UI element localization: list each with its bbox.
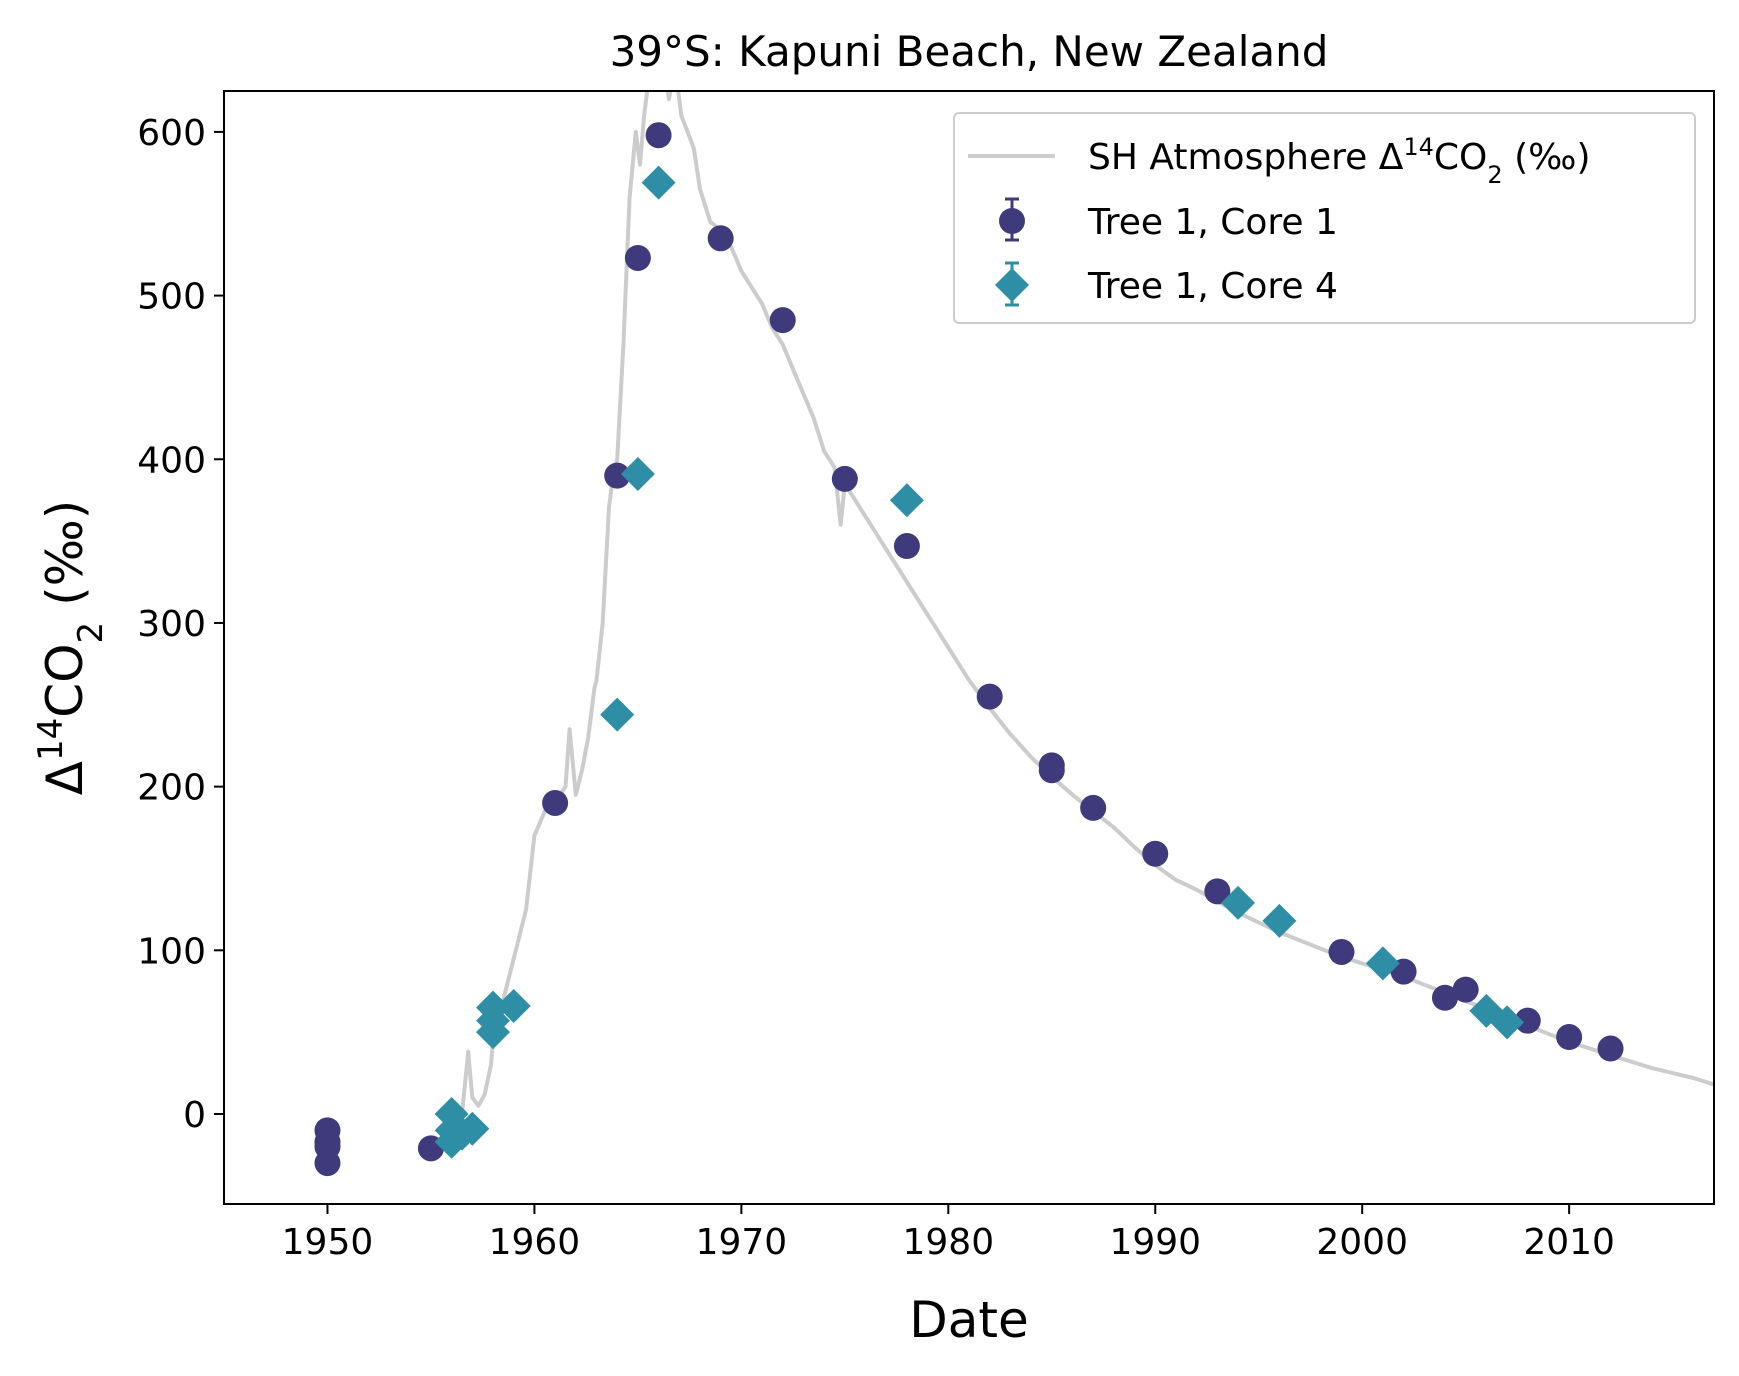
core1-point: [1038, 757, 1065, 784]
core1-point: [314, 1150, 341, 1177]
legend-circle-marker: [999, 208, 1025, 234]
x-tick-label: 2010: [1523, 1222, 1615, 1263]
core4-point: [1490, 1005, 1525, 1040]
legend-label-core1: Tree 1, Core 1: [1087, 202, 1338, 243]
x-tick-label: 1990: [1109, 1222, 1201, 1263]
core1-point: [1204, 878, 1231, 905]
x-tick-label: 1950: [282, 1222, 374, 1263]
legend: SH Atmosphere Δ14CO2 (‰) Tree 1, Core 1 …: [953, 112, 1696, 324]
plot-area: [314, 91, 1714, 1177]
legend-marker-core4: [995, 261, 1029, 307]
core1-point: [1556, 1024, 1583, 1051]
y-axis-title-mid: CO: [36, 643, 94, 717]
series-line-atmosphere: [429, 91, 1714, 1149]
legend-box: [953, 112, 1696, 324]
legend-label-atmosphere: SH Atmosphere Δ14CO2 (‰): [1088, 133, 1591, 189]
core1-point: [707, 225, 734, 252]
legend-label-atmosphere-mid: CO: [1434, 137, 1487, 178]
y-axis-title-suffix: (‰): [36, 500, 94, 622]
core1-point: [604, 462, 631, 489]
x-axis-title: Date: [909, 1291, 1029, 1349]
y-tick-label: 600: [137, 113, 206, 154]
core1-point: [1328, 938, 1355, 965]
y-axis-title-sup: 14: [31, 718, 71, 761]
core1-point: [1452, 976, 1479, 1003]
core1-point: [1142, 840, 1169, 867]
core1-point: [624, 244, 651, 271]
y-tick-label: 0: [183, 1095, 206, 1136]
core1-point: [769, 307, 796, 334]
core1-point: [542, 789, 569, 816]
core4-point: [1221, 885, 1256, 920]
legend-label-atmosphere-sub: 2: [1487, 161, 1502, 189]
core4-point: [1262, 903, 1297, 938]
core4-point: [1365, 946, 1400, 981]
core4-point: [476, 1015, 511, 1050]
legend-label-atmosphere-suffix: (‰): [1503, 137, 1591, 178]
core4-point: [1469, 993, 1504, 1028]
core4-point: [641, 165, 676, 200]
y-axis: 0 100 200 300 400 500 600: [137, 113, 224, 1136]
core4-point: [889, 483, 924, 518]
y-tick-label: 400: [137, 440, 206, 481]
core1-point: [1431, 984, 1458, 1011]
x-axis: 1950 1960 1970 1980 1990 2000 2010: [282, 1204, 1615, 1263]
y-tick-label: 200: [137, 768, 206, 809]
y-tick-label: 500: [137, 277, 206, 318]
x-tick-label: 1980: [902, 1222, 994, 1263]
legend-label-atmosphere-prefix: SH Atmosphere Δ: [1088, 137, 1404, 178]
core4-point: [620, 457, 655, 492]
y-tick-label: 100: [137, 931, 206, 972]
core1-point: [831, 465, 858, 492]
x-tick-label: 1960: [489, 1222, 581, 1263]
core1-point: [1514, 1007, 1541, 1034]
core1-point: [893, 533, 920, 560]
legend-label-core4: Tree 1, Core 4: [1087, 266, 1338, 307]
legend-diamond-marker: [995, 268, 1029, 302]
y-axis-title-prefix: Δ: [36, 761, 94, 795]
x-tick-label: 1970: [696, 1222, 788, 1263]
x-tick-label: 2000: [1316, 1222, 1408, 1263]
chart-title: 39°S: Kapuni Beach, New Zealand: [610, 27, 1329, 76]
core4-point: [455, 1111, 490, 1146]
legend-label-atmosphere-sup: 14: [1403, 133, 1434, 161]
core4-point: [600, 697, 635, 732]
core1-point: [1597, 1035, 1624, 1062]
plot-frame: [223, 90, 1715, 1205]
core4-point: [496, 988, 531, 1023]
y-axis-title-sub: 2: [71, 622, 111, 644]
core1-point: [976, 683, 1003, 710]
y-axis-title: Δ14CO2 (‰): [31, 500, 111, 795]
y-tick-label: 300: [137, 604, 206, 645]
legend-marker-core1: [999, 197, 1025, 242]
core1-point: [645, 122, 672, 149]
core1-point: [1080, 794, 1107, 821]
